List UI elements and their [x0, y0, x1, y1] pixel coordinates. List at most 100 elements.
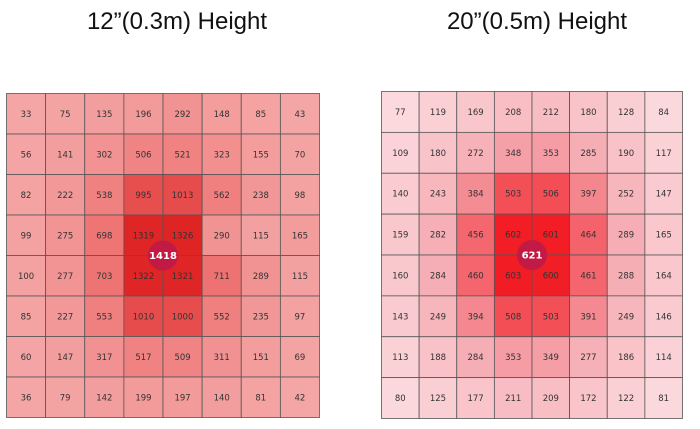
heatmap-cell — [45, 295, 86, 337]
cell-value-label: 235 — [253, 312, 269, 322]
heatmap-cell — [606, 377, 646, 419]
cell-value-label: 172 — [580, 394, 596, 404]
cell-value-label: 43 — [295, 110, 306, 120]
cell-value-label: 155 — [253, 150, 269, 160]
cell-value-label: 348 — [505, 149, 521, 159]
cell-value-label: 1013 — [172, 191, 194, 201]
heatmap-cell — [569, 377, 608, 419]
chart-title-right: 20”(0.5m) Height — [446, 8, 628, 35]
cell-value-label: 142 — [96, 393, 112, 403]
heatmap-cell — [644, 131, 683, 174]
cell-value-label: 211 — [505, 394, 521, 404]
cell-value-label: 1319 — [133, 231, 155, 241]
cell-value-label: 115 — [292, 272, 308, 282]
cell-value-label: 384 — [467, 190, 483, 200]
cell-value-label: 180 — [430, 149, 446, 159]
center-marker — [148, 240, 178, 271]
heatmap-right: 77 119 169 208 212 180 128 84 109 180 272 348 353 285… — [381, 91, 683, 419]
cell-value-label: 122 — [618, 394, 634, 404]
cell-value-label: 42 — [295, 393, 306, 403]
center-marker — [517, 240, 547, 270]
heatmap-cell — [569, 213, 608, 256]
cell-value-label: 100 — [18, 272, 34, 282]
cell-value-label: 703 — [96, 272, 112, 282]
heatmap-cell — [6, 376, 47, 418]
cell-value-label: 600 — [543, 271, 559, 281]
cell-value-label: 151 — [253, 353, 269, 363]
heatmap-cell — [162, 336, 203, 378]
heatmap-cell — [123, 174, 164, 216]
heatmap-cell — [418, 377, 458, 419]
heatmap-cell — [418, 254, 458, 297]
heatmap-cell — [644, 213, 683, 256]
cell-value-label: 222 — [57, 191, 73, 201]
heatmap-cell — [279, 174, 320, 216]
cell-value-label: 272 — [467, 149, 483, 159]
cell-value-label: 249 — [618, 312, 634, 322]
chart-title-left: 12”(0.3m) Height — [86, 8, 268, 35]
cell-value-label: 277 — [580, 353, 596, 363]
cell-value-label: 160 — [392, 271, 408, 281]
heatmap-cell — [493, 131, 533, 174]
heatmap-cell — [6, 174, 47, 216]
cell-value-label: 208 — [505, 108, 521, 118]
cell-value-label: 99 — [21, 231, 32, 241]
heatmap-cell — [84, 174, 125, 216]
cell-value-label: 517 — [135, 353, 151, 363]
cell-value-label: 84 — [658, 108, 669, 118]
heatmap-cell — [644, 377, 683, 419]
heatmap-cell — [381, 254, 420, 297]
heatmap-cell — [123, 133, 164, 175]
cell-value-label: 277 — [57, 272, 73, 282]
heatmap-cell — [418, 336, 458, 379]
heatmap-cell — [162, 376, 203, 418]
heatmap-cell — [240, 174, 281, 216]
cell-value-label: 85 — [255, 110, 266, 120]
heatmap-cell — [45, 336, 86, 378]
cell-value-label: 97 — [295, 312, 306, 322]
cell-value-label: 243 — [430, 190, 446, 200]
cell-value-label: 180 — [580, 108, 596, 118]
cell-value-label: 538 — [96, 191, 112, 201]
cell-value-label: 509 — [174, 353, 190, 363]
cell-value-label: 464 — [580, 231, 596, 241]
cell-value-label: 284 — [467, 353, 483, 363]
cell-value-label: 82 — [21, 191, 32, 201]
cell-value-label: 69 — [295, 353, 306, 363]
heatmap-cell — [279, 376, 320, 418]
cell-value-label: 227 — [57, 312, 73, 322]
cell-value-label: 285 — [580, 149, 596, 159]
cell-value-label: 209 — [543, 394, 559, 404]
heatmap-cell — [279, 336, 320, 378]
cell-value-label: 114 — [656, 353, 672, 363]
heatmap-cell — [456, 131, 495, 174]
cell-value-label: 506 — [543, 190, 559, 200]
heatmap-cell — [493, 336, 533, 379]
cell-value-label: 147 — [656, 190, 672, 200]
cell-value-label: 601 — [543, 231, 559, 241]
cell-value-label: 460 — [467, 271, 483, 281]
cell-value-label: 33 — [21, 110, 32, 120]
cell-value-label: 292 — [174, 110, 190, 120]
cell-value-label: 77 — [395, 108, 406, 118]
cell-value-label: 289 — [618, 231, 634, 241]
cell-value-label: 995 — [135, 191, 151, 201]
heatmap-cell — [644, 336, 683, 379]
cell-value-label: 140 — [392, 190, 408, 200]
heatmap-cell — [456, 295, 495, 338]
heatmap-cell — [201, 133, 242, 175]
cell-value-label: 113 — [392, 353, 408, 363]
cell-value-label: 353 — [505, 353, 521, 363]
cell-value-label: 135 — [96, 110, 112, 120]
heatmap-cell — [84, 93, 125, 135]
heatmap-cell — [606, 213, 646, 256]
heatmap-cell — [240, 336, 281, 378]
cell-value-label: 552 — [214, 312, 230, 322]
heatmap-cell — [531, 172, 571, 215]
heatmap-cell — [279, 133, 320, 175]
cell-value-label: 165 — [656, 231, 672, 241]
heatmap-cell — [381, 377, 420, 419]
cell-value-label: 252 — [618, 190, 634, 200]
cell-value-label: 397 — [580, 190, 596, 200]
cell-value-label: 289 — [253, 272, 269, 282]
